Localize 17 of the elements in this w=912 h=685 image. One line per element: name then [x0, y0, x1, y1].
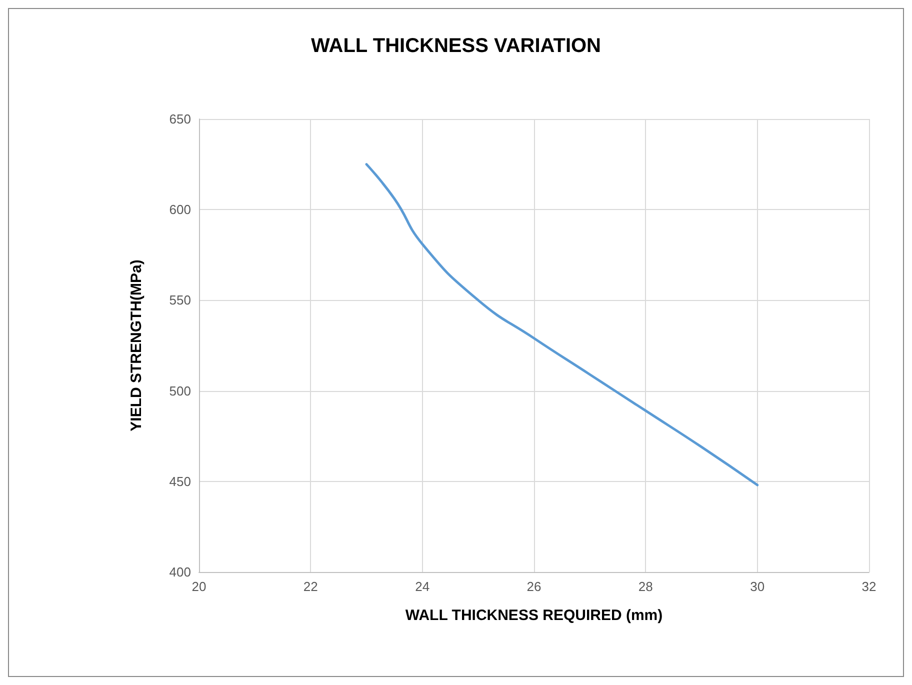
x-axis-title: WALL THICKNESS REQUIRED (mm): [405, 607, 663, 624]
x-tick-label: 24: [415, 579, 430, 594]
y-tick-label: 600: [169, 202, 191, 218]
y-tick-label: 400: [169, 564, 191, 580]
x-tick-label: 22: [303, 579, 318, 594]
y-tick-label: 650: [169, 112, 191, 126]
chart-title: WALL THICKNESS VARIATION: [311, 35, 601, 57]
x-tick-label: 20: [192, 579, 206, 594]
x-tick-label: 30: [750, 579, 765, 594]
x-tick-label: 28: [638, 579, 653, 594]
y-tick-label: 500: [169, 383, 191, 398]
line-series: [365, 163, 759, 486]
x-tick-label: 32: [862, 579, 876, 594]
x-tick-label: 26: [526, 579, 542, 594]
y-axis-title: YIELD STRENGTH(MPa): [128, 260, 145, 432]
y-tick-label: 450: [169, 474, 191, 489]
y-tick-label: 550: [169, 292, 191, 308]
